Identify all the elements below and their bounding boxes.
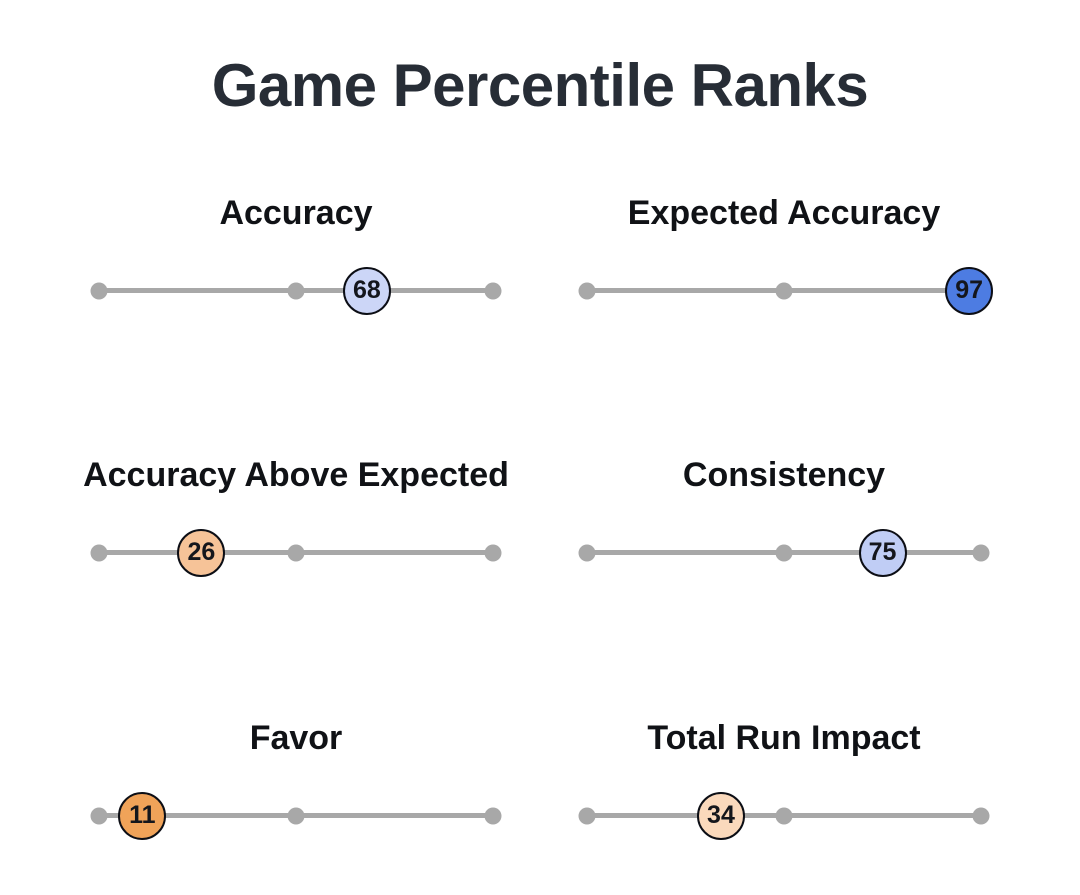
gauge-value-marker: 11	[118, 791, 167, 840]
track-tick-dot-0	[578, 544, 596, 561]
track-tick-dot-100	[972, 807, 990, 824]
track-tick-dot-100	[484, 544, 502, 561]
percentile-gauge-total-run-impact: Total Run Impact 34	[548, 718, 1020, 895]
track-tick-dot-50	[287, 807, 305, 824]
track-tick-dot-50	[287, 282, 305, 299]
gauge-track: 97	[578, 266, 994, 315]
track-tick-dot-100	[972, 544, 990, 561]
gauge-label: Accuracy Above Expected	[83, 456, 509, 494]
track-tick-dot-0	[90, 807, 108, 824]
gauge-track: 11	[90, 791, 502, 840]
track-tick-dot-0	[90, 544, 108, 561]
track-tick-dot-100	[484, 807, 502, 824]
percentile-gauge-accuracy-above-expected: Accuracy Above Expected 26	[60, 455, 532, 635]
track-tick-dot-0	[578, 807, 596, 824]
percentile-gauge-favor: Favor 11	[60, 718, 532, 895]
track-tick-dot-0	[90, 282, 108, 299]
gauge-value-marker: 68	[342, 266, 391, 315]
page-title: Game Percentile Ranks	[211, 52, 869, 119]
percentile-gauge-expected-accuracy: Expected Accuracy 97	[548, 193, 1020, 373]
gauge-track: 68	[90, 266, 502, 315]
gauge-value-marker: 75	[858, 528, 907, 577]
track-tick-dot-50	[775, 807, 793, 824]
gauge-track: 75	[578, 528, 990, 577]
percentile-gauge-consistency: Consistency 75	[548, 455, 1020, 635]
gauge-track: 26	[90, 528, 502, 577]
percentile-gauge-accuracy: Accuracy 68	[60, 193, 532, 373]
track-tick-dot-50	[287, 544, 305, 561]
gauge-label: Expected Accuracy	[627, 194, 941, 232]
gauge-value-marker: 34	[696, 791, 745, 840]
gauge-label: Total Run Impact	[647, 719, 921, 757]
track-tick-dot-50	[775, 544, 793, 561]
track-tick-dot-50	[775, 282, 793, 299]
track-tick-dot-100	[484, 282, 502, 299]
gauge-track: 34	[578, 791, 990, 840]
gauge-label: Accuracy	[219, 194, 373, 232]
gauge-label: Favor	[249, 719, 343, 757]
gauge-label: Consistency	[682, 456, 886, 494]
gauge-value-marker: 26	[177, 528, 226, 577]
track-tick-dot-0	[578, 282, 596, 299]
gauge-value-marker: 97	[945, 266, 994, 315]
